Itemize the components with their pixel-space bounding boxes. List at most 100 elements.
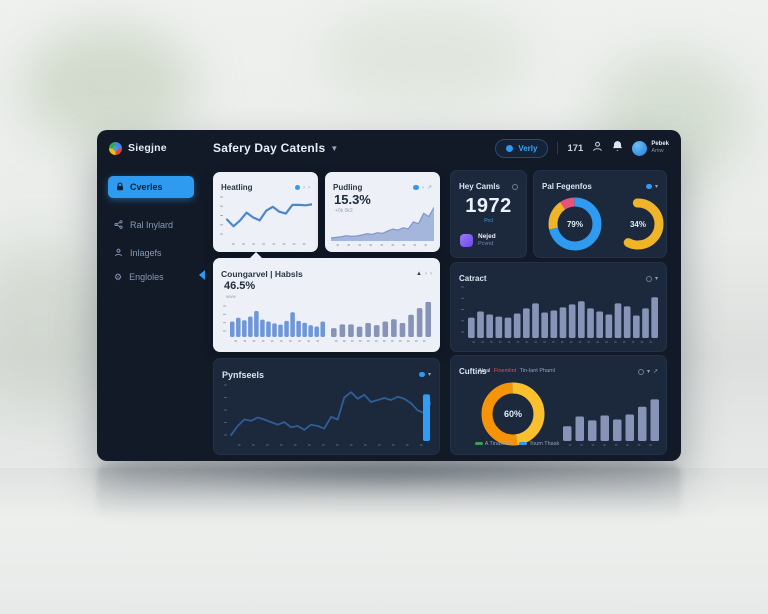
- status-dot-icon: [646, 183, 652, 190]
- triangle-up-icon[interactable]: ▲: [416, 270, 422, 277]
- notification-count: 171: [567, 142, 584, 154]
- user-icon[interactable]: [592, 139, 603, 157]
- sidebar-item-engloles[interactable]: ⚙ Engloles: [114, 272, 164, 282]
- dashboard-panel: Siegjne Safery Day Catenls ▼ Verly 171: [97, 130, 681, 461]
- search-button[interactable]: Verly: [495, 138, 549, 158]
- card-pal-fegenfos: Pal Fegenfos ▾ 79% 34%: [533, 170, 667, 258]
- info-icon[interactable]: [637, 368, 644, 375]
- sidebar-collapse-arrow[interactable]: [199, 270, 205, 280]
- card-header: Cuftins ▾ ↗: [451, 356, 666, 380]
- user-info: Pebek Amw: [651, 141, 669, 155]
- cuftins-bar-chart: [563, 390, 659, 446]
- card-actions: ▲ › ›: [416, 271, 432, 277]
- card-hey-camls: Hey Camls 1972 Prcl Nejed Pcvnd: [450, 170, 527, 258]
- status-dot-icon: [294, 184, 300, 191]
- kpi-value: 15.3%: [334, 192, 371, 207]
- card-coungarvel: Coungarvel | Habsls ▲ › › 46.5% www: [213, 252, 440, 352]
- card-pudling: Pudling › ↗ 15.3% +0k 0k2: [325, 172, 440, 252]
- bell-icon[interactable]: [612, 139, 623, 157]
- chevron-down-icon[interactable]: ▾: [427, 371, 431, 378]
- lock-icon: [116, 178, 124, 196]
- fegenfos-donut-chart-2: 34%: [612, 198, 664, 250]
- card-title: Coungarvel | Habsls: [221, 268, 303, 279]
- card-header: Pynfseels ▾: [214, 359, 439, 383]
- status-dot-icon: [413, 184, 419, 191]
- sidebar-item-label: Inlagefs: [130, 248, 162, 258]
- card-pynfseels: Pynfseels ▾: [213, 358, 440, 455]
- list-item[interactable]: Nejed Pcvnd: [460, 233, 496, 248]
- header-divider: [557, 142, 559, 154]
- card-title: Heatling: [221, 183, 253, 192]
- info-icon[interactable]: [512, 183, 518, 190]
- card-actions: ▾: [645, 275, 658, 282]
- card-header: Pal Fegenfos ▾: [534, 171, 666, 195]
- chevron-down-icon: ▼: [330, 143, 339, 153]
- kpi-caption: Prcl: [484, 218, 493, 224]
- logo-icon: [109, 141, 122, 155]
- share-icon: [114, 216, 123, 234]
- legend-label: Toum Thask: [529, 441, 560, 447]
- heatling-line-chart: [220, 195, 312, 245]
- sidebar: Cverles Ral Inylard Inlagefs ⚙: [97, 166, 205, 461]
- kpi-value: 1972: [465, 195, 512, 217]
- card-header: Coungarvel | Habsls ▲ › ›: [213, 258, 440, 282]
- card-actions: › ›: [294, 184, 310, 191]
- app-header: Siegjne Safery Day Catenls ▼ Verly 171: [97, 130, 681, 166]
- page-title: Safery Day Catenls: [213, 141, 326, 155]
- pynfseels-line-chart: [224, 383, 431, 446]
- chevron-down-icon[interactable]: ▾: [646, 368, 650, 375]
- desk-surface: [0, 468, 768, 614]
- pudling-area-chart: [331, 202, 434, 246]
- card-title: Cuftins: [459, 367, 487, 376]
- person-icon: [114, 244, 123, 262]
- donut-label: 34%: [629, 219, 646, 229]
- card-cuftins: Cuftins ▾ ↗ Neal Finemlint Tin-lant Pham…: [450, 355, 667, 455]
- list-item-subtitle: Pcvnd: [478, 241, 494, 248]
- background-blob: [0, 240, 106, 410]
- card-header: Catract ▾: [451, 263, 666, 287]
- caption-part: Tin-lant Phaml: [519, 368, 555, 374]
- header-actions: Verly 171 Pebek Amw: [495, 138, 669, 158]
- legend-item: Toum Thask: [519, 441, 559, 447]
- cuftins-donut-chart: 60%: [481, 382, 545, 446]
- user-menu[interactable]: Pebek Amw: [632, 140, 669, 156]
- catract-bar-chart: [461, 285, 658, 343]
- arrow-up-icon[interactable]: ↗: [426, 184, 432, 191]
- kpi-value: 46.5%: [224, 280, 256, 292]
- coungarvel-histogram: [223, 304, 325, 342]
- chart-legend: A Tinasfins Toum Thask: [455, 441, 579, 447]
- sidebar-item-label: Cverles: [130, 182, 163, 192]
- chevron-down-icon[interactable]: ▾: [654, 183, 658, 190]
- chevron-right-icon[interactable]: ›: [430, 270, 432, 277]
- card-title: Catract: [459, 274, 487, 283]
- sidebar-item-label: Ral Inylard: [130, 220, 174, 230]
- info-icon[interactable]: [645, 275, 652, 282]
- app-tile-icon: [460, 233, 473, 247]
- background-blob: [320, 6, 530, 106]
- chevron-right-icon[interactable]: ›: [308, 184, 310, 191]
- card-actions: ▾ ↗: [637, 368, 658, 375]
- sidebar-item-cverles[interactable]: Cverles: [108, 176, 194, 198]
- donut-label: 60%: [503, 409, 522, 419]
- donut-label: 79%: [566, 219, 583, 229]
- card-actions: [512, 183, 518, 190]
- chevron-right-icon[interactable]: ›: [425, 270, 427, 277]
- sidebar-item-inlagefs[interactable]: Inlagefs: [114, 244, 162, 262]
- chevron-down-icon[interactable]: ▾: [654, 275, 658, 282]
- app-logo[interactable]: Siegjne: [109, 141, 167, 155]
- background-blob: [24, 26, 194, 146]
- legend-label: A Tinasfins: [484, 441, 512, 447]
- chevron-right-icon[interactable]: ›: [421, 184, 424, 191]
- kpi-subvalue: +0k 0k2: [335, 208, 353, 214]
- sidebar-item-ral-inylard[interactable]: Ral Inylard: [114, 216, 173, 234]
- chevron-right-icon[interactable]: ›: [303, 184, 305, 191]
- donut-caption: Neal Finemlint Tin-lant Phaml: [455, 368, 579, 375]
- gear-icon: ⚙: [114, 271, 123, 282]
- card-catract: Catract ▾: [450, 262, 667, 352]
- legend-swatch-green: [474, 442, 483, 446]
- page-title-dropdown[interactable]: Safery Day Catenls ▼: [213, 141, 338, 155]
- arrow-up-icon[interactable]: ↗: [652, 368, 658, 375]
- coungarvel-bar-chart: [331, 298, 431, 342]
- card-header: Hey Camls: [451, 171, 526, 195]
